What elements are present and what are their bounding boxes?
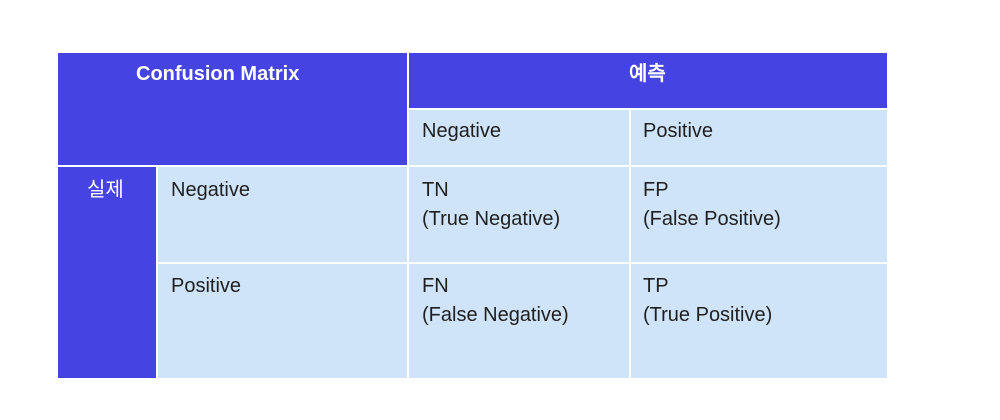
cell-full-name: (False Positive) bbox=[643, 208, 781, 230]
cell-full-name: (False Negative) bbox=[422, 304, 569, 326]
cell-abbreviation: FP bbox=[643, 179, 669, 201]
row-header-positive: Positive bbox=[158, 264, 407, 378]
cell-false-negative: FN (False Negative) bbox=[409, 264, 629, 378]
matrix-title: Confusion Matrix bbox=[136, 63, 300, 85]
actual-label: 실제 bbox=[87, 179, 124, 201]
cell-abbreviation: TN bbox=[422, 179, 449, 201]
actual-header-cell: 실제 bbox=[58, 167, 156, 378]
row-header-label: Positive bbox=[171, 275, 242, 297]
predicted-header-cell: 예측 bbox=[409, 53, 887, 108]
cell-abbreviation: TP bbox=[643, 275, 669, 297]
cell-full-name: (True Negative) bbox=[422, 208, 561, 230]
row-header-label: Negative bbox=[171, 179, 250, 201]
column-header-label: Positive bbox=[643, 120, 714, 142]
cell-false-positive: FP (False Positive) bbox=[631, 167, 887, 262]
row-header-negative: Negative bbox=[158, 167, 407, 262]
cell-full-name: (True Positive) bbox=[643, 304, 773, 326]
cell-true-negative: TN (True Negative) bbox=[409, 167, 629, 262]
matrix-title-cell: Confusion Matrix bbox=[58, 53, 407, 165]
predicted-label: 예측 bbox=[629, 63, 666, 85]
column-header-label: Negative bbox=[422, 120, 501, 142]
column-header-negative: Negative bbox=[409, 110, 629, 165]
cell-true-positive: TP (True Positive) bbox=[631, 264, 887, 378]
cell-abbreviation: FN bbox=[422, 275, 449, 297]
column-header-positive: Positive bbox=[631, 110, 887, 165]
